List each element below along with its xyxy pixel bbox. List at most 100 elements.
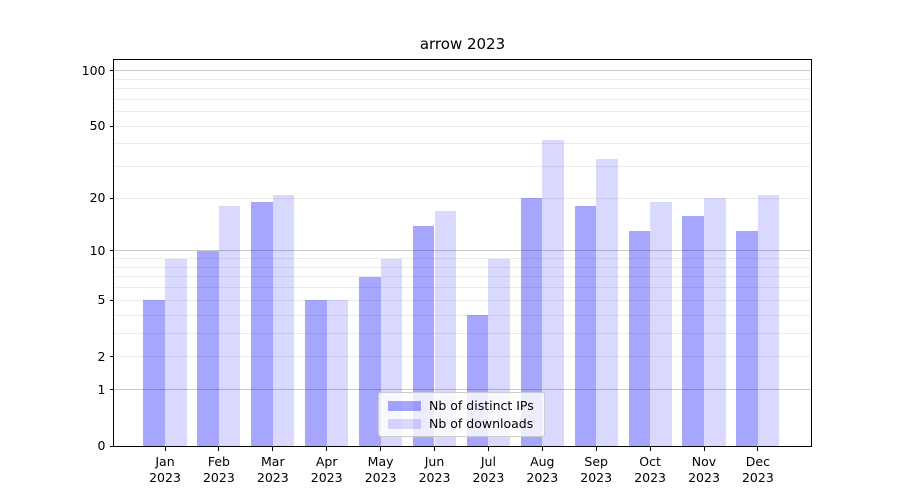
bar-mar-downloads — [272, 194, 295, 446]
x-tick-year-may: 2023 — [364, 470, 397, 485]
bar-apr-downloads — [326, 300, 349, 446]
x-tick-label-oct: Oct 2023 — [618, 454, 682, 486]
x-tick-year-jun: 2023 — [418, 470, 451, 485]
bar-sep-downloads — [596, 159, 618, 446]
x-tick-label-may: May 2023 — [349, 454, 413, 486]
x-tick-label-apr: Apr 2023 — [295, 454, 359, 486]
x-tick-label-sep: Sep 2023 — [564, 454, 628, 486]
minor-gridline-4 — [114, 314, 811, 316]
x-tick-label-nov: Nov 2023 — [672, 454, 736, 486]
major-gridline-10 — [114, 250, 811, 252]
x-tick-year-apr: 2023 — [310, 470, 343, 485]
minor-gridline-5 — [114, 299, 811, 301]
x-tick-year-nov: 2023 — [688, 470, 720, 485]
minor-gridline-30 — [114, 166, 811, 168]
bar-jun-downloads — [434, 210, 457, 446]
bar-jun-distinct-ips — [412, 225, 435, 446]
bar-feb-downloads — [218, 206, 241, 446]
x-tick-mark-sep — [595, 447, 597, 451]
legend: Nb of distinct IPs Nb of downloads — [378, 392, 545, 437]
bar-oct-distinct-ips — [628, 231, 651, 446]
x-tick-year-jan: 2023 — [149, 470, 181, 485]
y-tick-label-1: 1 — [97, 381, 106, 397]
y-tick-label-10: 10 — [89, 242, 106, 258]
y-tick-mark-50 — [109, 125, 113, 127]
bar-jan-distinct-ips — [143, 300, 165, 446]
x-tick-mark-apr — [326, 447, 328, 451]
chart-title: arrow 2023 — [419, 35, 506, 53]
x-tick-label-feb: Feb 2023 — [187, 454, 251, 486]
minor-gridline-60 — [114, 111, 811, 113]
minor-gridline-90 — [114, 78, 811, 80]
y-tick-label-2: 2 — [97, 348, 106, 364]
y-tick-mark-100 — [109, 70, 113, 72]
minor-gridline-50 — [114, 125, 811, 127]
x-tick-mark-jan — [164, 447, 166, 451]
legend-label-downloads: Nb of downloads — [429, 416, 534, 431]
major-gridline-100 — [114, 70, 811, 72]
bar-dec-downloads — [757, 194, 780, 446]
x-tick-year-sep: 2023 — [580, 470, 613, 485]
bar-may-distinct-ips — [359, 276, 381, 446]
x-tick-year-feb: 2023 — [202, 470, 235, 485]
x-tick-label-aug: Aug 2023 — [510, 454, 574, 486]
legend-swatch-downloads — [388, 418, 421, 429]
bar-aug-downloads — [542, 140, 564, 446]
minor-gridline-20 — [114, 197, 811, 199]
x-tick-label-jun: Jun 2023 — [403, 454, 467, 486]
minor-gridline-40 — [114, 143, 811, 145]
y-tick-mark-5 — [109, 299, 113, 301]
x-tick-mark-nov — [703, 447, 705, 451]
bar-nov-distinct-ips — [682, 215, 704, 446]
x-tick-label-jan: Jan 2023 — [133, 454, 197, 486]
bar-oct-downloads — [650, 202, 672, 446]
minor-gridline-3 — [114, 332, 811, 334]
x-tick-mark-jul — [487, 447, 489, 451]
minor-gridline-2 — [114, 356, 811, 358]
y-tick-label-0: 0 — [97, 438, 106, 453]
plot-area — [113, 59, 812, 447]
legend-item-downloads: Nb of downloads — [388, 416, 534, 431]
x-tick-year-aug: 2023 — [526, 470, 559, 485]
x-tick-year-jul: 2023 — [472, 470, 505, 485]
minor-gridline-6 — [114, 287, 811, 289]
minor-gridline-7 — [114, 276, 811, 278]
x-tick-year-oct: 2023 — [634, 470, 666, 485]
x-tick-mark-dec — [757, 447, 759, 451]
x-tick-mark-may — [380, 447, 382, 451]
x-tick-year-mar: 2023 — [256, 470, 289, 485]
legend-item-distinct-ips: Nb of distinct IPs — [388, 398, 534, 413]
y-tick-label-100: 100 — [81, 62, 106, 78]
bar-feb-distinct-ips — [197, 250, 219, 446]
bar-nov-downloads — [704, 198, 726, 446]
y-tick-mark-20 — [109, 197, 113, 199]
x-tick-mark-aug — [541, 447, 543, 451]
minor-gridline-70 — [114, 98, 811, 100]
minor-gridline-9 — [114, 258, 811, 260]
y-tick-mark-10 — [109, 250, 113, 252]
minor-gridline-8 — [114, 266, 811, 268]
y-tick-mark-1 — [109, 389, 113, 391]
bar-dec-distinct-ips — [736, 231, 758, 446]
x-tick-mark-feb — [218, 447, 220, 451]
legend-swatch-distinct-ips — [388, 400, 421, 411]
bar-jan-downloads — [165, 258, 187, 446]
x-tick-mark-oct — [649, 447, 651, 451]
y-tick-mark-2 — [109, 356, 113, 358]
x-tick-mark-jun — [434, 447, 435, 451]
y-tick-mark-0 — [109, 445, 113, 447]
minor-gridline-80 — [114, 88, 811, 89]
y-tick-label-5: 5 — [97, 292, 106, 308]
x-tick-label-jul: Jul 2023 — [456, 454, 520, 486]
x-tick-mark-mar — [272, 447, 274, 451]
bar-aug-distinct-ips — [520, 198, 543, 446]
major-gridline-1 — [114, 389, 811, 391]
bar-apr-distinct-ips — [305, 300, 327, 446]
x-tick-label-dec: Dec 2023 — [726, 454, 790, 486]
bar-sep-distinct-ips — [574, 206, 597, 446]
legend-label-distinct-ips: Nb of distinct IPs — [429, 398, 534, 413]
y-tick-label-20: 20 — [89, 190, 106, 206]
y-tick-label-50: 50 — [89, 118, 106, 134]
x-tick-year-dec: 2023 — [741, 470, 774, 485]
